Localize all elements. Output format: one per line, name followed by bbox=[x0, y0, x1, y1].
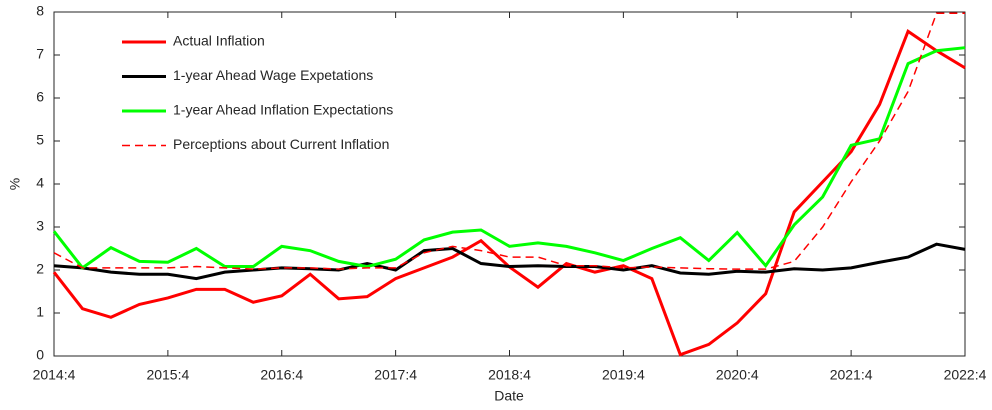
x-tick-label: 2018:4 bbox=[488, 367, 531, 383]
x-tick-label: 2015:4 bbox=[146, 367, 189, 383]
x-tick-label: 2022:4 bbox=[944, 367, 987, 383]
y-tick-label: 2 bbox=[36, 261, 44, 277]
x-tick-label: 2017:4 bbox=[374, 367, 417, 383]
series-line bbox=[53, 242, 966, 281]
legend-label: 1-year Ahead Inflation Expectations bbox=[173, 102, 393, 118]
legend-label: 1-year Ahead Wage Expetations bbox=[173, 67, 373, 83]
y-tick-label: 1 bbox=[36, 304, 44, 320]
y-tick-label: 4 bbox=[36, 175, 44, 191]
series-line bbox=[53, 12, 965, 270]
legend-label: Perceptions about Current Inflation bbox=[173, 136, 389, 152]
y-tick-label: 0 bbox=[36, 347, 44, 363]
y-tick-label: 8 bbox=[36, 3, 44, 19]
x-axis-label: Date bbox=[494, 388, 524, 404]
y-tick-label: 3 bbox=[36, 218, 44, 234]
x-tick-label: 2019:4 bbox=[602, 367, 645, 383]
x-tick-label: 2021:4 bbox=[830, 367, 873, 383]
y-tick-label: 7 bbox=[36, 46, 44, 62]
x-tick-label: 2014:4 bbox=[33, 367, 76, 383]
x-tick-label: 2016:4 bbox=[260, 367, 303, 383]
series-line bbox=[52, 46, 966, 270]
x-tick-label: 2020:4 bbox=[716, 367, 759, 383]
y-axis-label: % bbox=[7, 178, 23, 190]
y-tick-label: 6 bbox=[36, 89, 44, 105]
y-tick-label: 5 bbox=[36, 132, 44, 148]
legend-label: Actual Inflation bbox=[173, 33, 265, 49]
plot-frame bbox=[53, 11, 966, 357]
